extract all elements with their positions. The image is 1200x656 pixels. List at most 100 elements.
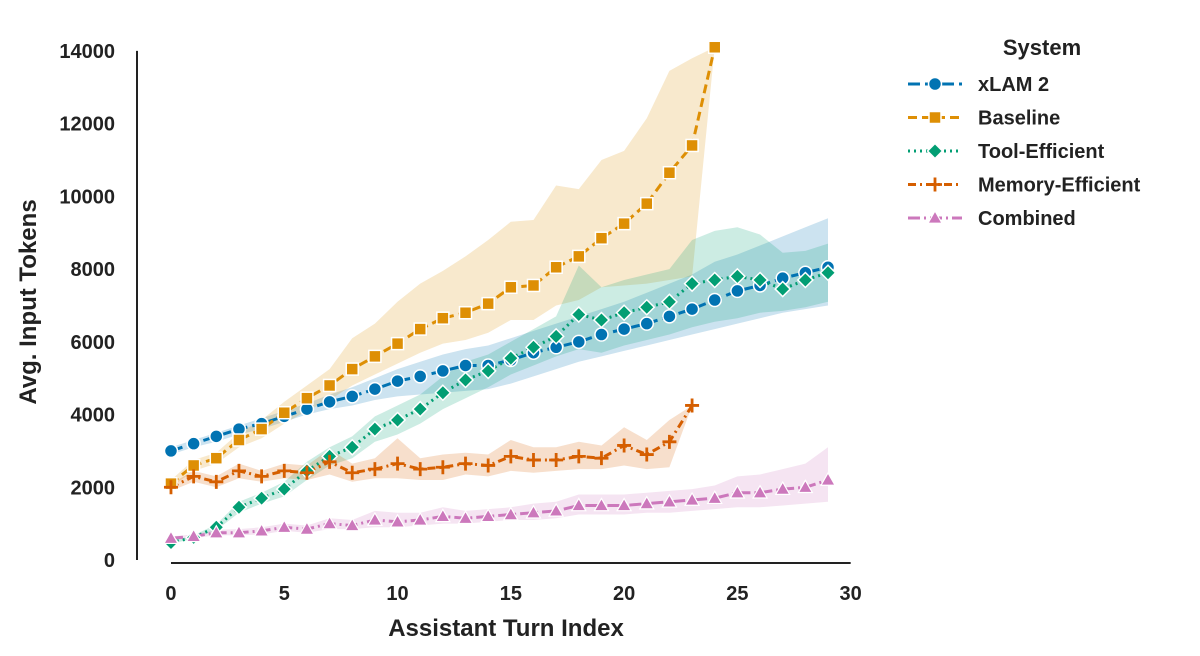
combined-point (684, 491, 701, 506)
tool-efficient-point (547, 327, 565, 345)
memory-efficient-point (435, 460, 450, 475)
combined-point (548, 502, 565, 517)
xlam-2-point (707, 292, 722, 308)
tool-efficient-point (819, 264, 837, 282)
combined-point (457, 509, 474, 525)
tool-efficient-point (615, 304, 633, 322)
xlam-2-point (639, 316, 655, 331)
x-tick-label: 10 (386, 583, 408, 605)
memory-efficient-point (413, 462, 428, 477)
tool-efficient-point (275, 480, 293, 498)
baseline-point (436, 311, 450, 325)
baseline-point (594, 231, 609, 245)
xlam-2-point (322, 394, 337, 410)
y-tick-label: 8000 (71, 259, 116, 281)
memory-efficient-point (594, 451, 609, 466)
memory-efficient-point (481, 458, 496, 473)
baseline-point (685, 138, 699, 153)
memory-efficient-point (639, 447, 654, 462)
tool-efficient-point (570, 305, 588, 324)
xlam-2-point (594, 327, 609, 342)
tool-efficient-point (728, 267, 746, 285)
y-tick-label: 10000 (59, 186, 115, 208)
y-tick-label: 6000 (71, 332, 116, 354)
combined-point (616, 497, 633, 512)
combined-point (321, 515, 338, 530)
xlam-2-point (616, 321, 632, 337)
memory-efficient-point (163, 480, 178, 495)
legend-item-combined: Combined (908, 208, 1076, 230)
memory-efficient-point (549, 453, 564, 467)
legend-label: xLAM 2 (978, 74, 1049, 96)
x-tick-label: 20 (613, 583, 635, 605)
y-tick-label: 12000 (59, 114, 115, 136)
x-tick-label: 0 (165, 583, 176, 605)
combined-point (819, 471, 837, 486)
tool-efficient-point (524, 338, 543, 356)
baseline-point (549, 260, 563, 275)
tool-efficient-point (434, 384, 452, 402)
tool-efficient-point (343, 438, 361, 456)
memory-efficient-point (299, 465, 314, 480)
legend-label: Memory-Efficient (978, 175, 1141, 197)
combined-point (729, 484, 746, 499)
combined-point (774, 480, 791, 495)
baseline-point (254, 422, 269, 436)
combined-point (208, 524, 225, 539)
legend-swatch-marker (928, 110, 942, 125)
memory-efficient-point (685, 398, 700, 413)
combined-point (752, 484, 769, 499)
memory-efficient-point (617, 438, 632, 453)
memory-efficient-point (503, 449, 518, 464)
x-tick-label: 5 (279, 583, 290, 605)
legend-item-xlam-2: xLAM 2 (908, 74, 1049, 96)
xlam-2-point (163, 443, 179, 459)
baseline-point (300, 391, 314, 405)
combined-point (593, 497, 610, 512)
baseline-confidence-band (171, 47, 715, 488)
xlam-2-point (730, 283, 745, 299)
memory-efficient-point (367, 462, 382, 477)
xlam-2-point (435, 363, 451, 379)
baseline-point (277, 405, 292, 420)
combined-point (344, 517, 361, 532)
baseline-point (526, 278, 541, 293)
memory-efficient-point (571, 449, 586, 464)
combined-point (366, 511, 383, 526)
legend-label: Combined (978, 208, 1076, 230)
tool-efficient-point (660, 293, 678, 311)
combined-point (502, 506, 519, 521)
tool-efficient-confidence-band (171, 227, 828, 544)
x-axis-title: Assistant Turn Index (388, 615, 624, 642)
combined-point (412, 511, 429, 526)
combined-point (230, 524, 247, 539)
tool-efficient-point (479, 362, 497, 380)
tool-efficient-point (502, 349, 520, 367)
legend-item-baseline: Baseline (908, 108, 1060, 130)
memory-efficient-confidence-band (171, 405, 693, 491)
memory-efficient-point (209, 474, 224, 489)
x-tick-labels: 0 5 10 15 20 25 30 (165, 583, 861, 605)
memory-efficient-point (345, 465, 360, 480)
tool-efficient-point (253, 489, 271, 507)
y-tick-labels: 0 2000 4000 6000 8000 10000 12000 14000 (59, 41, 115, 572)
baseline-point (390, 336, 405, 351)
xlam-2-point (367, 381, 383, 397)
baseline-point (640, 196, 654, 211)
y-tick-label: 4000 (71, 405, 116, 427)
baseline-point (617, 216, 631, 231)
memory-efficient-point (254, 469, 269, 484)
combined-point (480, 508, 497, 523)
legend-items: xLAM 2 Baseline Tool-Efficient Memory-Effic… (908, 74, 1141, 230)
tool-efficient-point (706, 271, 724, 289)
combined-point (570, 497, 587, 512)
tool-efficient-point (592, 311, 611, 329)
memory-efficient-point (231, 463, 246, 478)
tool-efficient-point (774, 280, 792, 298)
xlam-2-point (186, 436, 201, 451)
memory-efficient-point (662, 434, 677, 449)
memory-efficient-point (277, 463, 292, 478)
tool-efficient-point (366, 420, 384, 438)
combined-point (434, 508, 451, 523)
